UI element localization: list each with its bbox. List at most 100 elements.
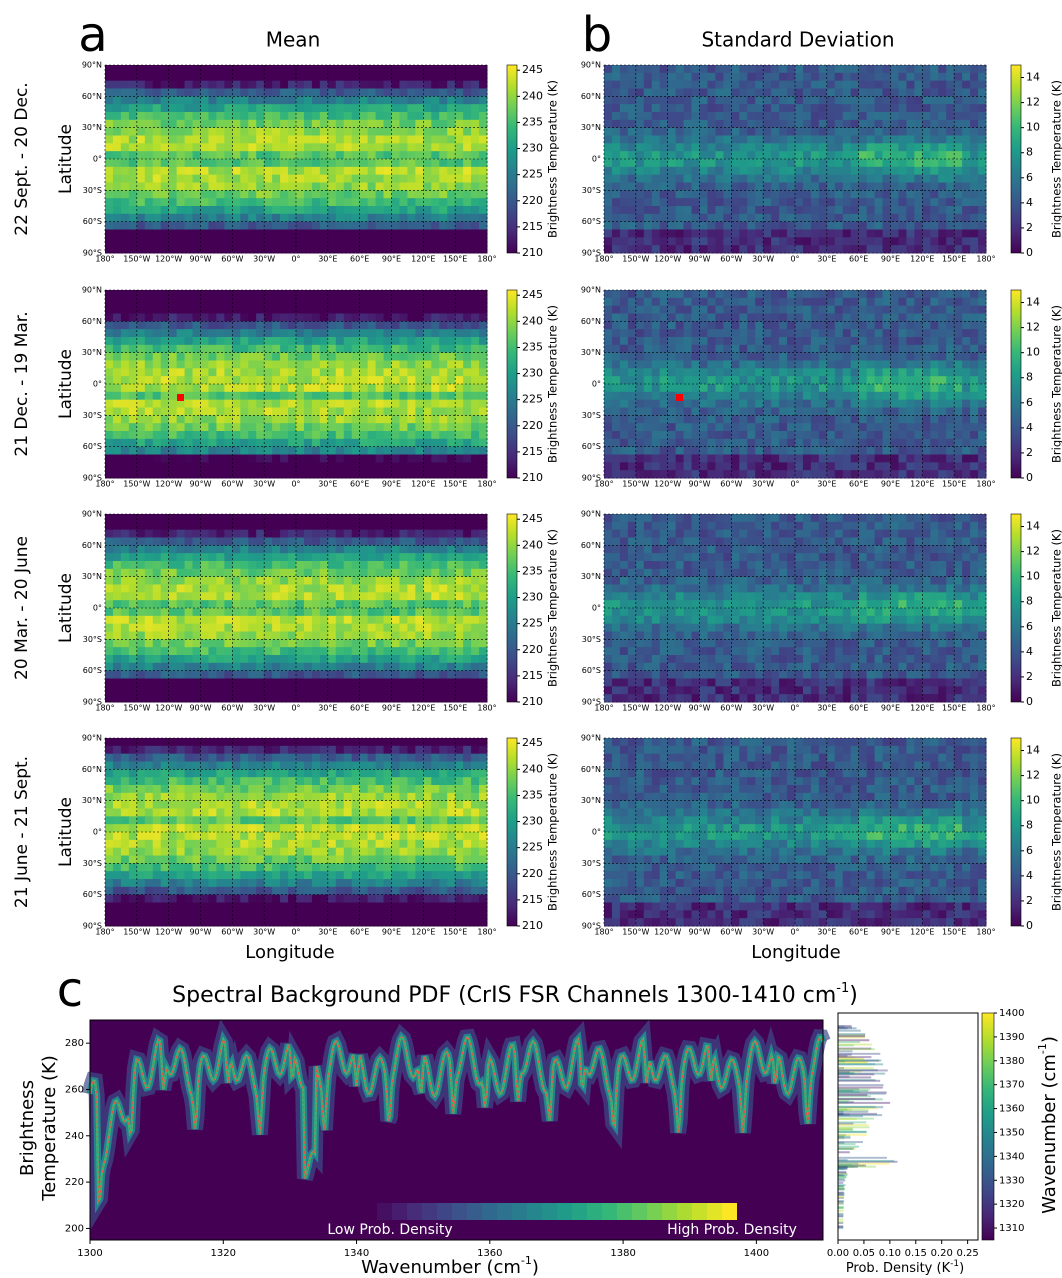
lat-tick-label: 60°N <box>82 765 102 774</box>
lon-tick-label: 0° <box>291 255 300 264</box>
colorbar-tick-label: 225 <box>522 168 543 181</box>
lon-tick-label: 120°W <box>654 255 681 264</box>
legend-label: High Prob. Density <box>667 1222 797 1238</box>
colorbar-label: Brightness Temperature (K) <box>546 305 560 463</box>
lon-tick-label: 180° <box>594 255 613 264</box>
map <box>604 65 987 254</box>
lon-tick-label: 90°W <box>688 928 710 937</box>
lon-tick-label: 30°E <box>318 480 337 489</box>
colorbar-tick-label: 240 <box>522 538 543 551</box>
lon-tick-label: 90°E <box>881 704 900 713</box>
histogram <box>838 1025 898 1230</box>
row-label: 20 Mar. - 20 June <box>12 536 32 680</box>
map <box>105 65 488 254</box>
colorbar-tick-label: 240 <box>522 762 543 775</box>
y-axis-label: Temperature (K) <box>39 1055 60 1202</box>
x-tick-label: 1360 <box>477 1248 502 1259</box>
colorbar-tick-label: 225 <box>522 617 543 630</box>
colorbar-tick-label: 235 <box>522 564 543 577</box>
lat-tick-label: 30°N <box>581 348 601 357</box>
lon-tick-label: 60°W <box>221 480 243 489</box>
x-label-sup: -1 <box>521 1254 532 1267</box>
cb-label-text: Wavenumber (cm <box>1039 1054 1060 1214</box>
y-tick-label: 280 <box>65 1038 84 1049</box>
colorbar-tick-label: 230 <box>522 142 543 155</box>
lon-tick-label: 60°W <box>720 928 742 937</box>
colorbar-tick-label: 215 <box>522 445 543 458</box>
colorbar-tick-label: 215 <box>522 669 543 682</box>
colorbar-tick-label: 210 <box>522 471 543 484</box>
side-x-tick-label: 0.15 <box>905 1248 927 1259</box>
lon-tick-label: 60°W <box>720 255 742 264</box>
lat-tick-label: 30°S <box>83 635 102 644</box>
lat-tick-label: 30°S <box>582 859 601 868</box>
lon-tick-label: 180° <box>95 928 114 937</box>
lon-tick-label: 120°E <box>411 480 435 489</box>
colorbar-tick-label: 2 <box>1026 670 1033 683</box>
colorbar-tick-label: 1370 <box>999 1080 1024 1091</box>
lat-tick-label: 60°N <box>581 92 601 101</box>
lon-tick-label: 180° <box>477 928 496 937</box>
x-tick-label: 1300 <box>77 1248 102 1259</box>
map <box>105 290 488 479</box>
colorbar-tick-label: 1320 <box>999 1199 1024 1210</box>
colorbar-tick-label: 245 <box>522 512 543 525</box>
lon-tick-label: 180° <box>594 928 613 937</box>
lat-tick-label: 60°N <box>581 317 601 326</box>
lon-tick-label: 120°E <box>910 928 934 937</box>
lat-tick-label: 60°S <box>582 217 601 226</box>
side-label-text: Prob. Density (K <box>846 1261 951 1276</box>
colorbar-tick-label: 235 <box>522 340 543 353</box>
lat-tick-label: 90°S <box>83 474 102 483</box>
title-end: ) <box>849 983 858 1008</box>
lon-tick-label: 60°E <box>849 704 868 713</box>
lat-tick-label: 60°S <box>83 890 102 899</box>
x-tick-label: 1380 <box>610 1248 635 1259</box>
lon-tick-label: 180° <box>477 255 496 264</box>
colorbar-tick-label: 1340 <box>999 1151 1024 1162</box>
colorbar-tick-label: 10 <box>1026 794 1040 807</box>
colorbar-tick-label: 1310 <box>999 1223 1024 1234</box>
lat-tick-label: 30°S <box>582 186 601 195</box>
lon-tick-label: 60°W <box>221 704 243 713</box>
lon-tick-label: 120°W <box>654 480 681 489</box>
lon-tick-label: 60°W <box>221 928 243 937</box>
colorbar <box>506 289 518 479</box>
lon-tick-label: 30°E <box>817 480 836 489</box>
lon-tick-label: 90°W <box>189 928 211 937</box>
lat-tick-label: 90°S <box>582 249 601 258</box>
lon-tick-label: 0° <box>790 255 799 264</box>
x-axis-label: Longitude <box>245 942 335 963</box>
colorbar-tick-label: 12 <box>1026 769 1040 782</box>
colorbar-tick-label: 8 <box>1026 146 1033 159</box>
colorbar-tick-label: 240 <box>522 89 543 102</box>
lat-tick-label: 60°N <box>82 317 102 326</box>
lat-tick-label: 90°N <box>581 734 601 743</box>
colorbar-tick-label: 6 <box>1026 171 1033 184</box>
colorbar-tick-label: 1360 <box>999 1104 1024 1115</box>
lon-tick-label: 90°W <box>189 255 211 264</box>
lon-tick-label: 30°E <box>318 255 337 264</box>
lat-tick-label: 90°S <box>83 698 102 707</box>
colorbar-tick-label: 210 <box>522 695 543 708</box>
side-x-tick-label: 0.20 <box>931 1248 953 1259</box>
colorbar-tick-label: 1330 <box>999 1175 1024 1186</box>
colorbar-label: Wavenumber (cm-1) <box>1036 1036 1060 1214</box>
lon-tick-label: 180° <box>594 704 613 713</box>
colorbar <box>981 1012 995 1241</box>
colorbar-tick-label: 10 <box>1026 346 1040 359</box>
colorbar-tick-label: 220 <box>522 867 543 880</box>
y-axis-label: Latitude <box>56 797 76 867</box>
lon-tick-label: 150°E <box>942 928 966 937</box>
colorbar-tick-label: 4 <box>1026 645 1033 658</box>
lon-tick-label: 90°E <box>881 928 900 937</box>
colorbar-tick-label: 4 <box>1026 869 1033 882</box>
x-label-end: ) <box>532 1257 539 1278</box>
y-tick-label: 260 <box>65 1084 84 1095</box>
colorbar-tick-label: 12 <box>1026 96 1040 109</box>
lon-tick-label: 90°E <box>881 255 900 264</box>
lat-tick-label: 90°N <box>82 510 102 519</box>
colorbar-tick-label: 230 <box>522 815 543 828</box>
lon-tick-label: 150°W <box>123 928 150 937</box>
column-title: Mean <box>266 28 321 52</box>
